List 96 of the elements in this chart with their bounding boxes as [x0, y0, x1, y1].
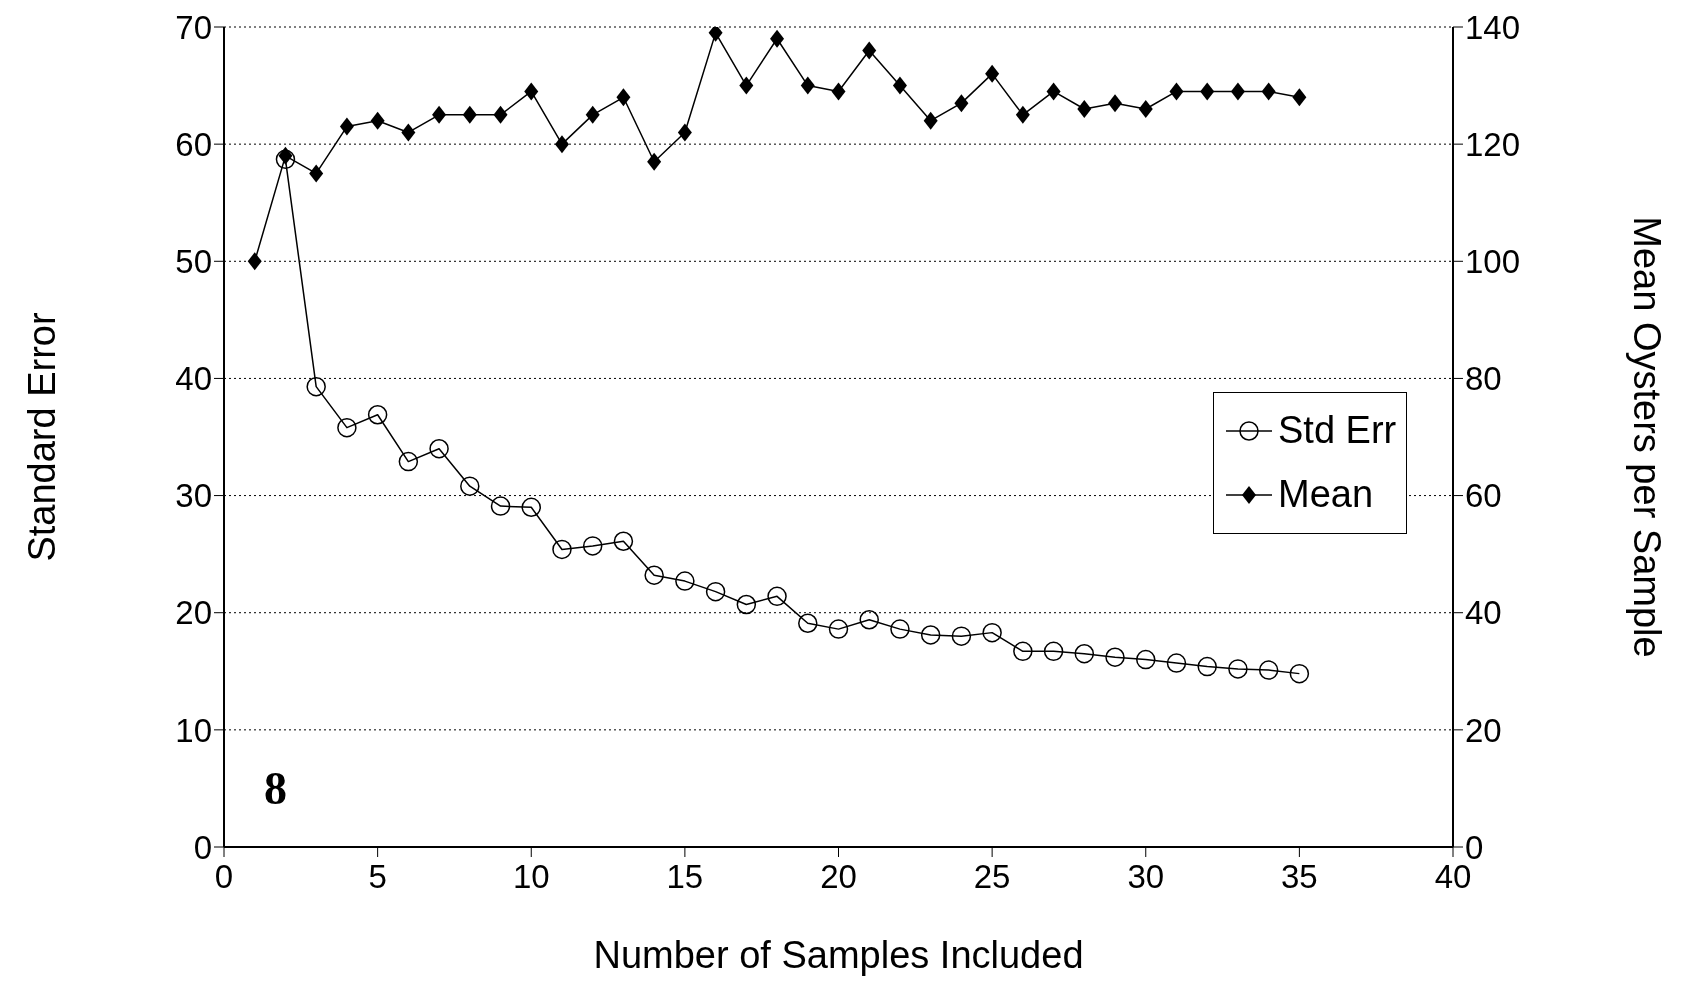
point — [309, 164, 324, 183]
point — [275, 149, 296, 170]
legend-label: Std Err — [1278, 409, 1397, 453]
point — [800, 76, 815, 95]
point — [677, 123, 692, 142]
point — [767, 586, 787, 607]
x-tick-label: 5 — [368, 858, 387, 896]
point — [306, 376, 326, 397]
x-tick-label: 15 — [666, 858, 704, 896]
point — [1230, 82, 1245, 101]
annotation: 8 — [264, 762, 287, 815]
point — [370, 111, 385, 130]
point — [367, 404, 388, 425]
point — [736, 594, 757, 615]
point — [1138, 100, 1153, 118]
y-tick-label: 50 — [175, 243, 212, 280]
point — [831, 82, 846, 101]
point — [460, 476, 480, 496]
point — [1197, 656, 1217, 677]
y2-tick-label: 40 — [1465, 594, 1502, 632]
x-tick-label: 25 — [973, 858, 1011, 896]
point — [1046, 82, 1061, 101]
point — [1292, 88, 1307, 107]
point — [985, 64, 1000, 83]
x-tick-label: 30 — [1127, 858, 1165, 896]
y-tick-label: 60 — [175, 125, 212, 163]
point — [247, 252, 262, 271]
point — [616, 88, 631, 107]
point — [1043, 641, 1064, 662]
point — [1289, 663, 1310, 684]
point — [892, 76, 907, 95]
y2-tick-label: 60 — [1465, 477, 1502, 515]
point — [828, 619, 849, 639]
point — [462, 105, 477, 124]
x-tick-label: 10 — [512, 858, 550, 896]
point — [1074, 643, 1095, 664]
point — [493, 105, 508, 124]
point — [432, 105, 447, 124]
point — [644, 565, 664, 585]
y2-tick-label: 100 — [1465, 243, 1521, 280]
point — [401, 123, 416, 142]
point — [429, 438, 449, 459]
point — [613, 531, 634, 552]
point — [1013, 641, 1033, 662]
y-axis-title: Standard Error — [21, 312, 64, 562]
point — [739, 76, 754, 95]
y2-tick-label: 140 — [1465, 8, 1521, 46]
point — [923, 111, 938, 130]
point — [770, 29, 785, 48]
point — [1077, 100, 1092, 118]
y2-axis-title: Mean Oysters per Sample — [1625, 216, 1668, 658]
point — [798, 613, 818, 634]
point — [278, 146, 293, 165]
point — [398, 451, 419, 472]
point — [554, 135, 569, 154]
legend-label: Mean — [1278, 473, 1374, 517]
y-tick-label: 10 — [175, 711, 212, 749]
point — [521, 497, 541, 518]
point — [524, 82, 539, 101]
point — [982, 622, 1002, 643]
point — [1169, 82, 1184, 101]
point — [859, 609, 879, 630]
point — [337, 417, 357, 438]
point — [1166, 653, 1187, 673]
point — [1228, 659, 1248, 679]
point — [1015, 105, 1030, 124]
point — [1105, 647, 1125, 667]
point — [920, 625, 941, 645]
y-tick-label: 70 — [175, 8, 212, 46]
y2-tick-label: 80 — [1465, 360, 1502, 398]
y-tick-label: 40 — [175, 360, 212, 398]
y-tick-label: 20 — [175, 594, 212, 632]
point — [1200, 82, 1215, 101]
point — [675, 571, 695, 591]
point — [1261, 82, 1276, 101]
point — [339, 117, 354, 136]
point — [890, 619, 910, 639]
point — [1258, 660, 1279, 680]
point — [552, 539, 572, 560]
point — [705, 581, 726, 602]
x-tick-label: 20 — [820, 858, 857, 896]
point — [1136, 649, 1156, 670]
point — [954, 94, 969, 113]
point — [1108, 94, 1123, 113]
y-tick-label: 30 — [175, 477, 212, 515]
point — [862, 41, 877, 60]
point — [490, 496, 511, 516]
point — [582, 536, 603, 556]
point — [647, 152, 662, 171]
x-axis-title: Number of Samples Included — [593, 934, 1084, 976]
y2-tick-label: 20 — [1465, 711, 1502, 749]
y-tick-label: 0 — [193, 828, 212, 866]
point — [951, 626, 972, 646]
point — [585, 105, 600, 124]
x-tick-label: 35 — [1281, 858, 1318, 896]
y2-tick-label: 120 — [1465, 125, 1521, 163]
